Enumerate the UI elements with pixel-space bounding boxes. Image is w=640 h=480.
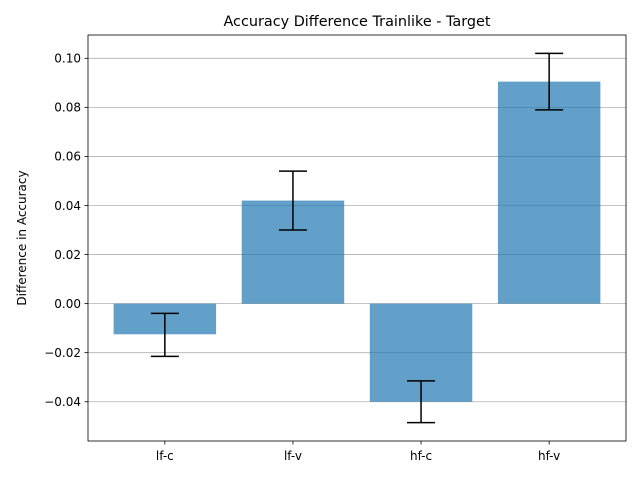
x-tick-label-lf-v: lf-v [284, 449, 302, 463]
y-axis-label: Difference in Accuracy [15, 170, 29, 305]
y-tick-label-3: 0.02 [54, 248, 81, 262]
y-tick-label-4: 0.04 [54, 199, 81, 213]
y-tick-label-6: 0.08 [54, 101, 81, 115]
y-tick-label-0: −0.04 [44, 395, 81, 409]
x-tick-label-hf-c: hf-c [410, 449, 432, 463]
y-tick-label-1: −0.02 [44, 346, 81, 360]
chart-title: Accuracy Difference Trainlike - Target [223, 14, 490, 30]
axes: −0.04 −0.02 0.00 0.02 0.04 0.06 0.08 0.10 lf-c lf… [44, 34, 627, 463]
y-tick-label-2: 0.00 [54, 297, 81, 311]
y-tick-label-7: 0.10 [54, 52, 81, 66]
plot-frame [87, 34, 627, 442]
x-tick-label-lf-c: lf-c [156, 449, 174, 463]
error-bars [150, 52, 564, 424]
bar-hf-v [497, 81, 601, 304]
y-tick-label-5: 0.06 [54, 150, 81, 164]
bars [113, 81, 601, 402]
x-tick-label-hf-v: hf-v [538, 449, 560, 463]
